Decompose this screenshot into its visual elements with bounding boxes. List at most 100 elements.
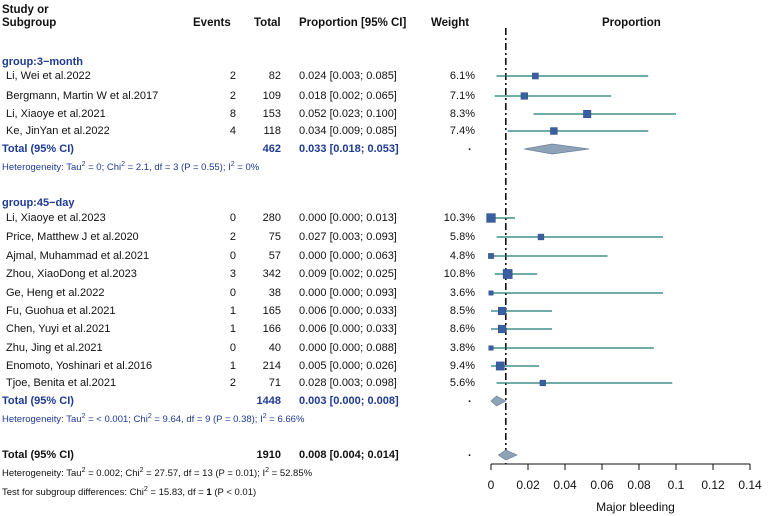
- study-total: 109: [262, 90, 281, 102]
- overall-total-weight: .: [468, 447, 472, 459]
- x-tick-label: 0.06: [590, 478, 614, 492]
- group-total-n: 462: [262, 143, 281, 155]
- study-ci: 0.018 [0.002; 0.065]: [299, 90, 397, 102]
- header-weight: Weight: [431, 17, 470, 29]
- study-weight: 10.8%: [443, 268, 475, 280]
- study-events: 1: [229, 323, 236, 335]
- study-ci: 0.009 [0.002; 0.025]: [299, 268, 397, 280]
- study-point-square: [520, 92, 528, 100]
- study-total: 82: [268, 70, 281, 82]
- x-tick-label: 0.14: [738, 478, 762, 492]
- study-name: Ge, Heng et al.2022: [6, 287, 105, 299]
- study-weight: 10.3%: [443, 212, 475, 224]
- study-point-square: [488, 253, 494, 259]
- study-total: 57: [268, 250, 281, 262]
- study-total: 342: [262, 268, 281, 280]
- study-ci: 0.005 [0.000; 0.026]: [299, 360, 397, 372]
- study-events: 1: [229, 305, 236, 317]
- study-ci: 0.052 [0.023; 0.100]: [299, 108, 397, 120]
- header-study-line2: Subgroup: [2, 17, 57, 29]
- study-total: 40: [268, 342, 281, 354]
- study-weight: 5.6%: [449, 377, 475, 389]
- study-events: 1: [229, 360, 236, 372]
- study-weight: 7.4%: [449, 125, 475, 137]
- study-name: Ajmal, Muhammad et al.2021: [6, 250, 150, 262]
- x-tick-label: 0.08: [627, 478, 651, 492]
- study-name: Li, Wei et al.2022: [6, 70, 91, 82]
- header-study-line1: Study or: [2, 4, 49, 16]
- study-point-square: [550, 127, 558, 135]
- study-events: 2: [229, 70, 236, 82]
- heterogeneity-3-month: Heterogeneity: Tau2 = 0; Chi2 = 2.1, df …: [2, 161, 260, 173]
- study-weight: 3.6%: [449, 287, 475, 299]
- study-total: 165: [262, 305, 281, 317]
- header-total: Total: [254, 17, 281, 29]
- study-point-square: [532, 72, 539, 80]
- group-total-label: Total (95% CI): [2, 395, 74, 407]
- study-point-square: [495, 361, 505, 371]
- study-weight: 8.6%: [449, 323, 475, 335]
- x-tick-label: 0.1: [668, 478, 685, 492]
- study-weight: 6.1%: [449, 70, 475, 82]
- study-ci: 0.000 [0.000; 0.013]: [299, 212, 397, 224]
- study-point-square: [498, 324, 507, 334]
- study-name: Price, Matthew J et al.2020: [6, 231, 139, 243]
- study-total: 214: [262, 360, 281, 372]
- study-name: Bergmann, Martin W et al.2017: [6, 90, 159, 102]
- study-point-square: [488, 345, 494, 351]
- x-tick-label: 0.12: [701, 478, 725, 492]
- study-events: 8: [229, 108, 236, 120]
- study-total: 166: [262, 323, 281, 335]
- heterogeneity-45-day: Heterogeneity: Tau2 = < 0.001; Chi2 = 9.…: [2, 413, 305, 425]
- study-events: 2: [229, 231, 236, 243]
- study-ci: 0.000 [0.000; 0.088]: [299, 342, 397, 354]
- study-ci: 0.006 [0.000; 0.033]: [299, 305, 397, 317]
- study-ci: 0.034 [0.009; 0.085]: [299, 125, 397, 137]
- study-weight: 9.4%: [449, 360, 475, 372]
- study-events: 3: [229, 268, 236, 280]
- study-events: 2: [229, 90, 236, 102]
- study-point-square: [502, 269, 513, 279]
- subgroup-differences-test: Test for subgroup differences: Chi2 = 15…: [2, 486, 257, 498]
- group-label-45-day: group:45−day: [2, 197, 75, 209]
- study-total: 75: [268, 231, 281, 243]
- study-events: 0: [229, 342, 236, 354]
- study-name: Chen, Yuyi et al.2021: [6, 323, 111, 335]
- study-name: Fu, Guohua et al.2021: [6, 305, 116, 317]
- group-label-3-month: group:3−month: [2, 56, 83, 68]
- study-total: 118: [263, 125, 281, 137]
- study-total: 71: [268, 377, 281, 389]
- group-total-ci: 0.003 [0.000; 0.008]: [299, 395, 399, 407]
- overall-total-ci: 0.008 [0.004; 0.014]: [299, 449, 399, 461]
- pooled-diamond-3-month: [524, 143, 590, 155]
- study-name: Enomoto, Yoshinari et al.2016: [6, 360, 153, 372]
- x-tick-label: 0.02: [516, 478, 540, 492]
- study-total: 280: [262, 212, 281, 224]
- study-events: 0: [229, 250, 236, 262]
- study-ci: 0.000 [0.000; 0.093]: [299, 287, 397, 299]
- study-events: 2: [229, 377, 236, 389]
- study-point-square: [537, 233, 545, 241]
- header-plot: Proportion: [602, 17, 661, 29]
- group-total-n: 1448: [256, 395, 281, 407]
- study-point-square: [486, 213, 496, 223]
- study-name: Zhou, XiaoDong et al.2023: [6, 268, 137, 280]
- study-name: Zhu, Jing et al.2021: [6, 342, 103, 354]
- study-ci: 0.024 [0.003; 0.085]: [299, 70, 397, 82]
- study-events: 0: [229, 212, 236, 224]
- study-ci: 0.000 [0.000; 0.063]: [299, 250, 397, 262]
- study-ci: 0.028 [0.003; 0.098]: [299, 377, 397, 389]
- study-total: 153: [262, 108, 281, 120]
- study-point-square: [539, 379, 546, 387]
- study-name: Li, Xiaoye et al.2021: [6, 108, 106, 120]
- header-events: Events: [193, 17, 231, 29]
- study-weight: 5.8%: [449, 231, 475, 243]
- x-tick-label: 0.04: [553, 478, 577, 492]
- overall-total-label: Total (95% CI): [2, 449, 74, 461]
- study-weight: 3.8%: [449, 342, 475, 354]
- study-total: 38: [268, 287, 281, 299]
- study-weight: 7.1%: [449, 90, 475, 102]
- x-axis-label: Major bleeding: [596, 500, 675, 514]
